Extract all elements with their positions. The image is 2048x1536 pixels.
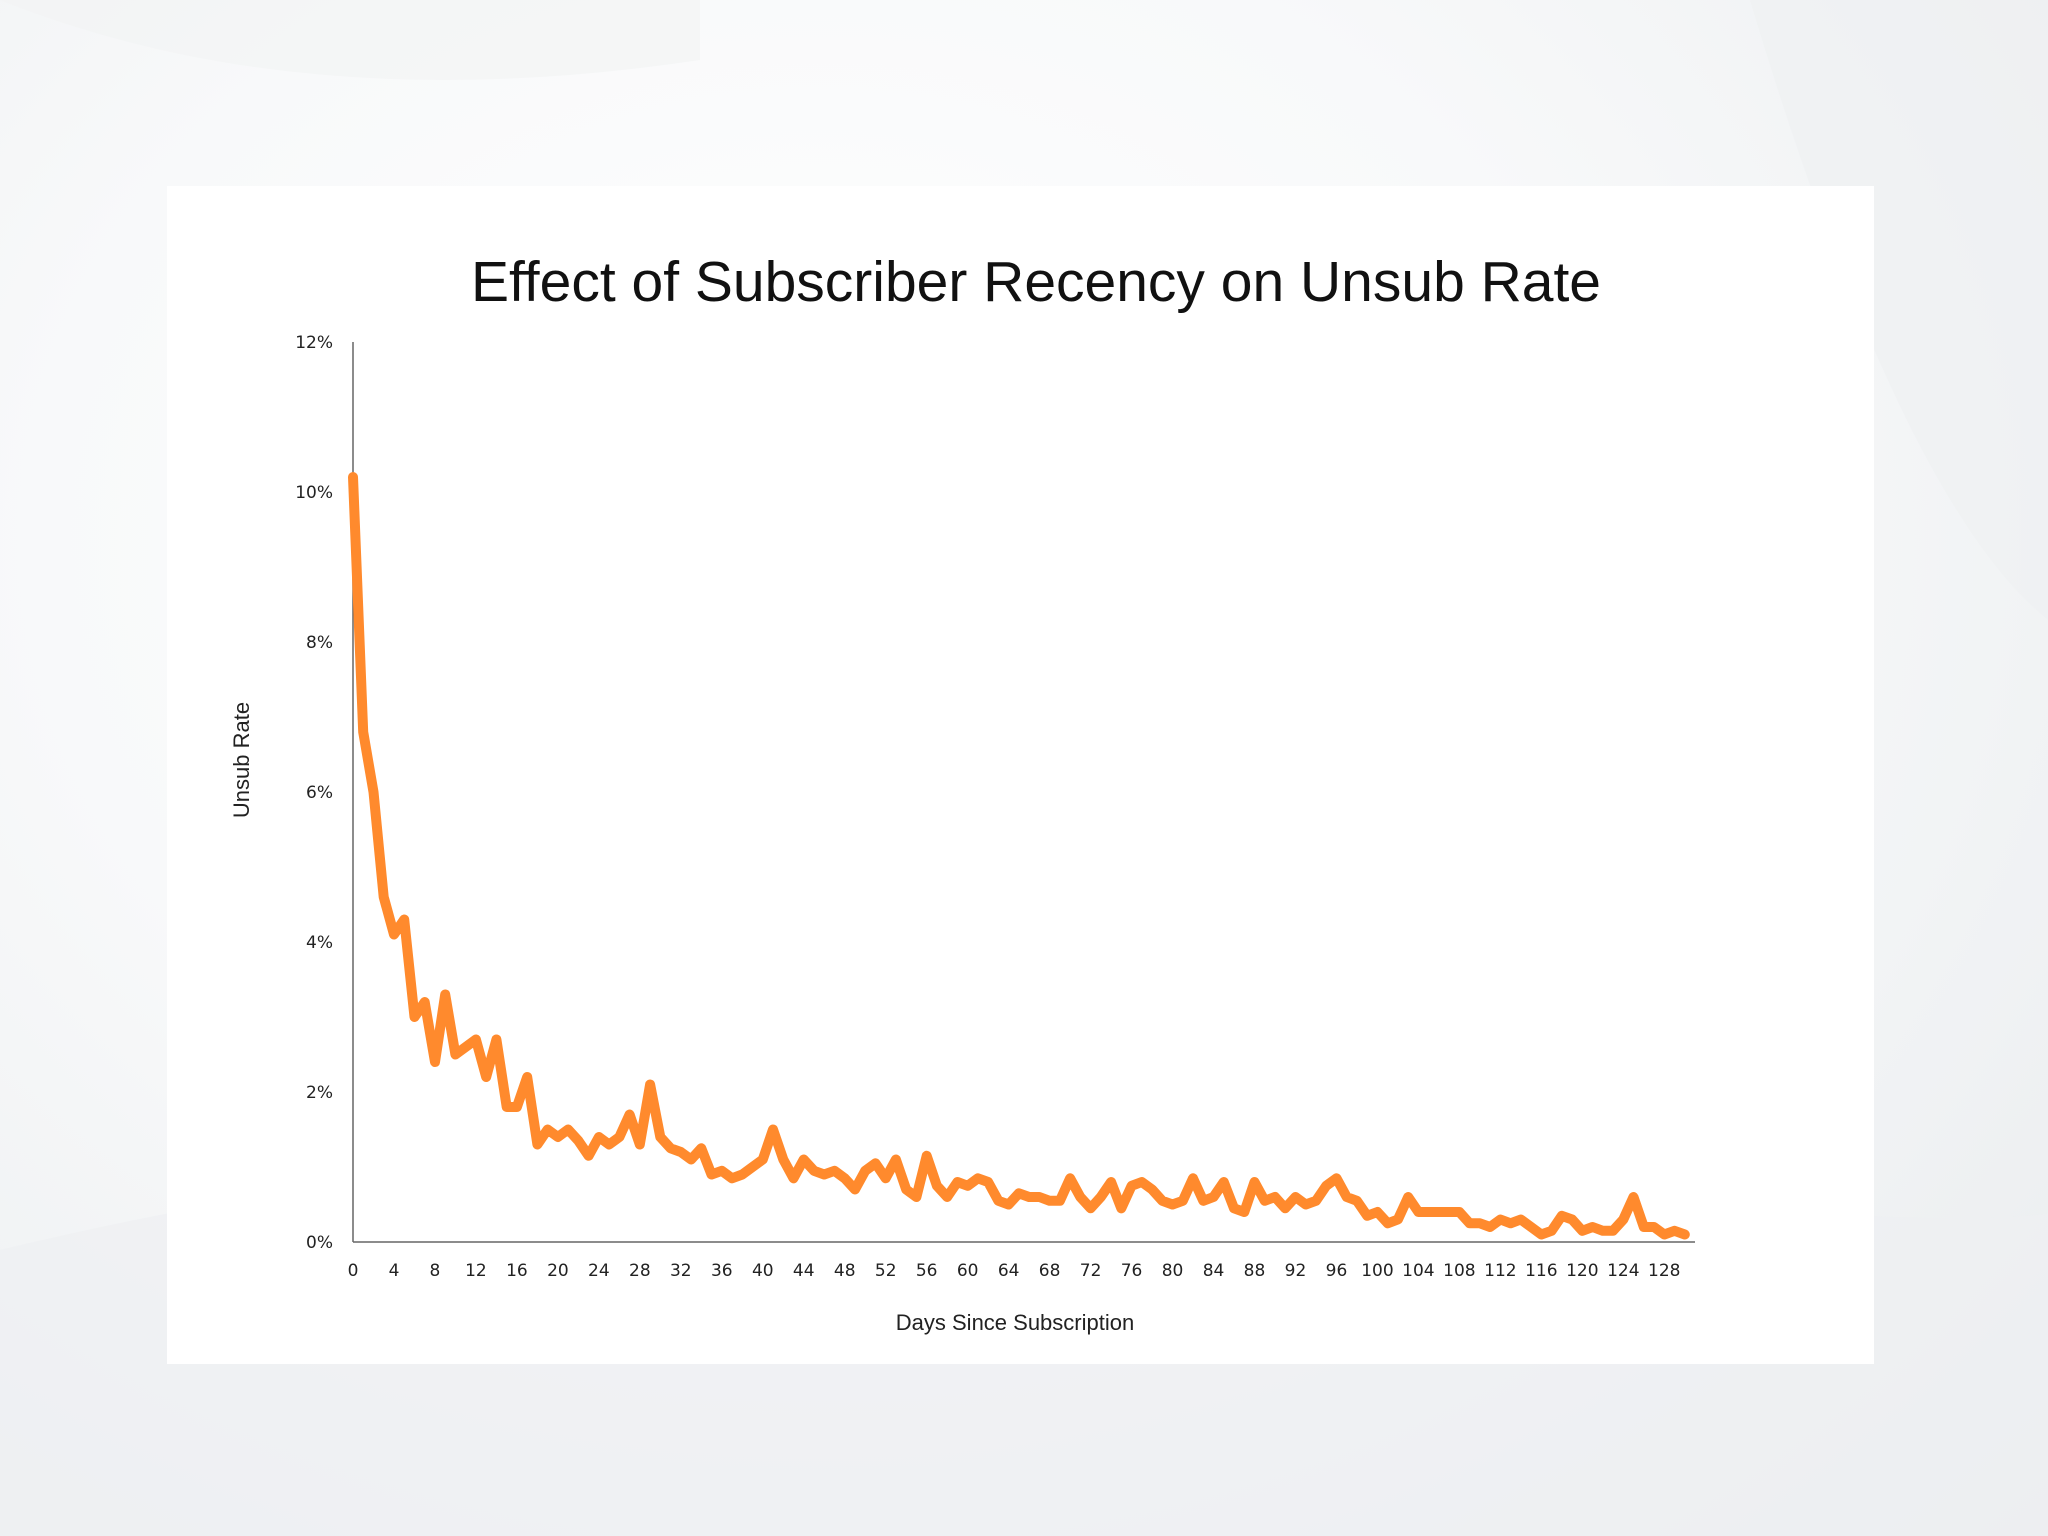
y-tick-label: 6% [306,783,333,803]
x-tick-label: 72 [1080,1261,1102,1281]
y-tick-label: 0% [306,1233,333,1253]
chart-title: Effect of Subscriber Recency on Unsub Ra… [471,250,1601,314]
x-tick-label: 120 [1566,1261,1598,1281]
series-line-unsub-rate [348,472,1690,1240]
x-tick-label: 128 [1648,1261,1680,1281]
unsub-rate-line-chart: Effect of Subscriber Recency on Unsub Ra… [229,250,1695,1335]
x-tick-label: 4 [389,1261,400,1281]
x-axis-ticks: 0 4 8 12 16 20 24 28 32 36 40 44 48 52 56 60 64 68 72 76 80 8… [348,1261,1681,1281]
x-tick-label: 56 [916,1261,938,1281]
x-tick-label: 40 [752,1261,774,1281]
y-tick-label: 4% [306,933,333,953]
x-tick-label: 84 [1203,1261,1225,1281]
x-tick-label: 20 [547,1261,569,1281]
x-tick-label: 28 [629,1261,651,1281]
y-axis-label: Unsub Rate [229,702,254,818]
x-tick-label: 52 [875,1261,897,1281]
x-tick-label: 24 [588,1261,610,1281]
x-tick-label: 0 [348,1261,359,1281]
x-tick-label: 32 [670,1261,692,1281]
x-tick-label: 96 [1326,1261,1348,1281]
x-tick-label: 88 [1244,1261,1266,1281]
y-tick-label: 12% [295,333,333,353]
x-tick-label: 12 [465,1261,487,1281]
chart-slide: Effect of Subscriber Recency on Unsub Ra… [167,186,1874,1364]
x-tick-label: 100 [1361,1261,1393,1281]
x-tick-label: 44 [793,1261,815,1281]
x-tick-label: 8 [430,1261,441,1281]
x-tick-label: 76 [1121,1261,1143,1281]
x-tick-label: 68 [1039,1261,1061,1281]
x-tick-label: 60 [957,1261,979,1281]
x-tick-label: 104 [1402,1261,1434,1281]
y-tick-label: 10% [295,483,333,503]
x-tick-label: 116 [1525,1261,1557,1281]
x-tick-label: 36 [711,1261,733,1281]
x-tick-label: 80 [1162,1261,1184,1281]
x-tick-label: 124 [1607,1261,1639,1281]
x-tick-label: 112 [1484,1261,1516,1281]
y-axis-ticks: 0% 2% 4% 6% 8% 10% 12% [295,333,333,1253]
x-tick-label: 92 [1285,1261,1307,1281]
y-tick-label: 2% [306,1083,333,1103]
x-tick-label: 64 [998,1261,1020,1281]
x-axis-label: Days Since Subscription [896,1310,1134,1335]
x-tick-label: 48 [834,1261,856,1281]
y-tick-label: 8% [306,633,333,653]
x-tick-label: 108 [1443,1261,1475,1281]
x-tick-label: 16 [506,1261,528,1281]
